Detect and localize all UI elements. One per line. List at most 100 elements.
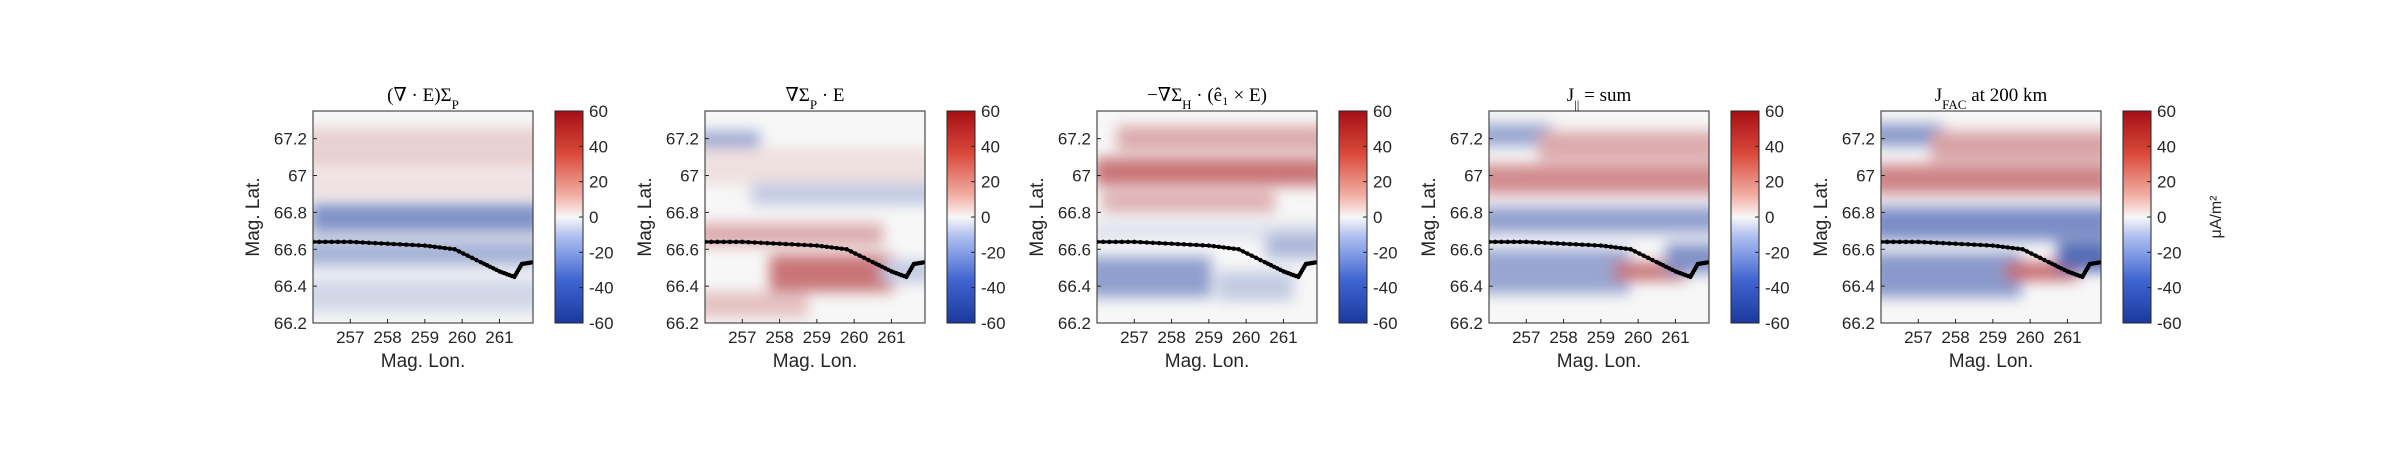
- boundary-marker: [1995, 243, 2001, 249]
- boundary-marker: [1113, 239, 1118, 245]
- y-tick-label: 66.6: [274, 240, 307, 259]
- x-tick-label: 259: [411, 328, 439, 347]
- colorbar-tick-label: -40: [589, 279, 614, 298]
- x-tick-label: 261: [1661, 328, 1689, 347]
- x-tick-label: 258: [1157, 328, 1185, 347]
- y-tick-label: 66.6: [1058, 240, 1091, 259]
- heatmap-band-2: [1930, 131, 2101, 161]
- colorbar-unit-label: μA/m²: [2208, 195, 2225, 239]
- boundary-marker: [404, 242, 409, 247]
- boundary-marker: [1258, 257, 1263, 263]
- heatmap-field: [1097, 111, 1317, 323]
- boundary-marker: [920, 260, 925, 265]
- boundary-marker: [1885, 239, 1890, 245]
- x-tick-label: 257: [1512, 328, 1540, 347]
- heatmap-band-1: [1116, 125, 1317, 152]
- boundary-marker: [839, 246, 844, 251]
- boundary-marker: [1573, 242, 1579, 247]
- boundary-marker: [721, 239, 726, 245]
- boundary-marker: [783, 241, 788, 247]
- heatmap-band-1: [1489, 123, 1552, 147]
- boundary-marker: [1916, 239, 1921, 245]
- boundary-marker: [2010, 245, 2015, 251]
- boundary-marker: [432, 244, 438, 250]
- x-tick-label: 261: [485, 328, 513, 347]
- y-tick-label: 66.8: [1058, 203, 1091, 222]
- heatmap-band-4: [705, 223, 883, 246]
- boundary-marker: [437, 245, 442, 250]
- heatmap-band-4: [1097, 221, 1317, 241]
- boundary-marker: [1548, 240, 1554, 246]
- boundary-marker: [2020, 247, 2025, 252]
- boundary-marker: [447, 246, 452, 251]
- colorbar-tick-label: 40: [1373, 137, 1392, 156]
- colorbar-tick-label: -60: [2157, 314, 2182, 333]
- boundary-marker: [866, 257, 871, 263]
- boundary-marker: [705, 239, 708, 245]
- boundary-marker: [819, 243, 825, 249]
- heatmap-band-6: [705, 291, 809, 318]
- boundary-marker: [1536, 240, 1541, 245]
- x-tick-label: 259: [1195, 328, 1223, 347]
- x-tick-label: 258: [1549, 328, 1577, 347]
- boundary-marker: [465, 253, 470, 258]
- boundary-marker: [372, 240, 378, 246]
- boundary-marker: [1641, 253, 1646, 258]
- y-tick-label: 67.2: [666, 130, 699, 149]
- boundary-marker: [2096, 260, 2101, 265]
- colorbar-tick-label: -20: [1765, 243, 1790, 262]
- boundary-marker: [1505, 239, 1510, 245]
- boundary-marker: [857, 253, 862, 258]
- axes-box: [1880, 110, 2102, 324]
- boundary-marker: [824, 244, 830, 250]
- boundary-marker: [1922, 239, 1927, 245]
- y-tick-label: 67.2: [1450, 130, 1483, 149]
- axes-box: [1096, 110, 1318, 324]
- boundary-marker: [1150, 240, 1156, 246]
- boundary-marker: [834, 245, 839, 251]
- boundary-marker: [469, 255, 475, 261]
- boundary-marker: [354, 239, 359, 245]
- boundary-marker: [1119, 239, 1125, 245]
- y-tick-label: 66.2: [666, 314, 699, 333]
- boundary-marker: [1613, 245, 1618, 250]
- y-tick-label: 66.4: [1450, 277, 1483, 296]
- boundary-marker: [1524, 239, 1529, 245]
- boundary-marker: [1598, 243, 1604, 248]
- boundary-marker: [1561, 241, 1566, 246]
- x-tick-label: 260: [448, 328, 476, 347]
- boundary-marker: [317, 239, 322, 245]
- boundary-marker: [416, 243, 421, 248]
- boundary-marker: [764, 240, 770, 246]
- colorbar-tick-label: -60: [1373, 314, 1398, 333]
- y-tick-label: 66.2: [274, 314, 307, 333]
- heatmap-band-1: [313, 127, 533, 169]
- boundary-marker: [1934, 240, 1940, 246]
- panel-5: 257 258 259 260 261 67.2 67 66.8 66.6 66.4 66.2 Mag…: [1811, 85, 2225, 372]
- heatmap-band-6: [1217, 271, 1294, 301]
- boundary-marker: [1618, 245, 1623, 251]
- y-tick-label: 67: [1072, 167, 1091, 186]
- colorbar-tick-label: 20: [1765, 173, 1784, 192]
- boundary-marker: [1972, 242, 1977, 247]
- heatmap-band-5: [1097, 256, 1212, 298]
- boundary-marker: [1909, 239, 1915, 245]
- colorbar-tick-label: 60: [2157, 102, 2176, 121]
- boundary-marker: [1959, 241, 1964, 247]
- boundary-marker: [1253, 255, 1259, 261]
- boundary-marker: [1493, 239, 1498, 245]
- boundary-marker: [1249, 253, 1254, 258]
- boundary-marker: [1704, 260, 1709, 265]
- boundary-marker: [709, 239, 714, 245]
- colorbar-tick-label: -60: [589, 314, 614, 333]
- x-tick-label: 257: [728, 328, 756, 347]
- y-tick-label: 66.2: [1450, 314, 1483, 333]
- boundary-marker: [427, 243, 433, 249]
- colorbar-tick-label: 40: [1765, 137, 1784, 156]
- boundary-marker: [1623, 246, 1628, 251]
- colorbar-tick-label: 20: [589, 173, 608, 192]
- boundary-marker: [1897, 239, 1902, 245]
- boundary-marker: [1990, 243, 1996, 248]
